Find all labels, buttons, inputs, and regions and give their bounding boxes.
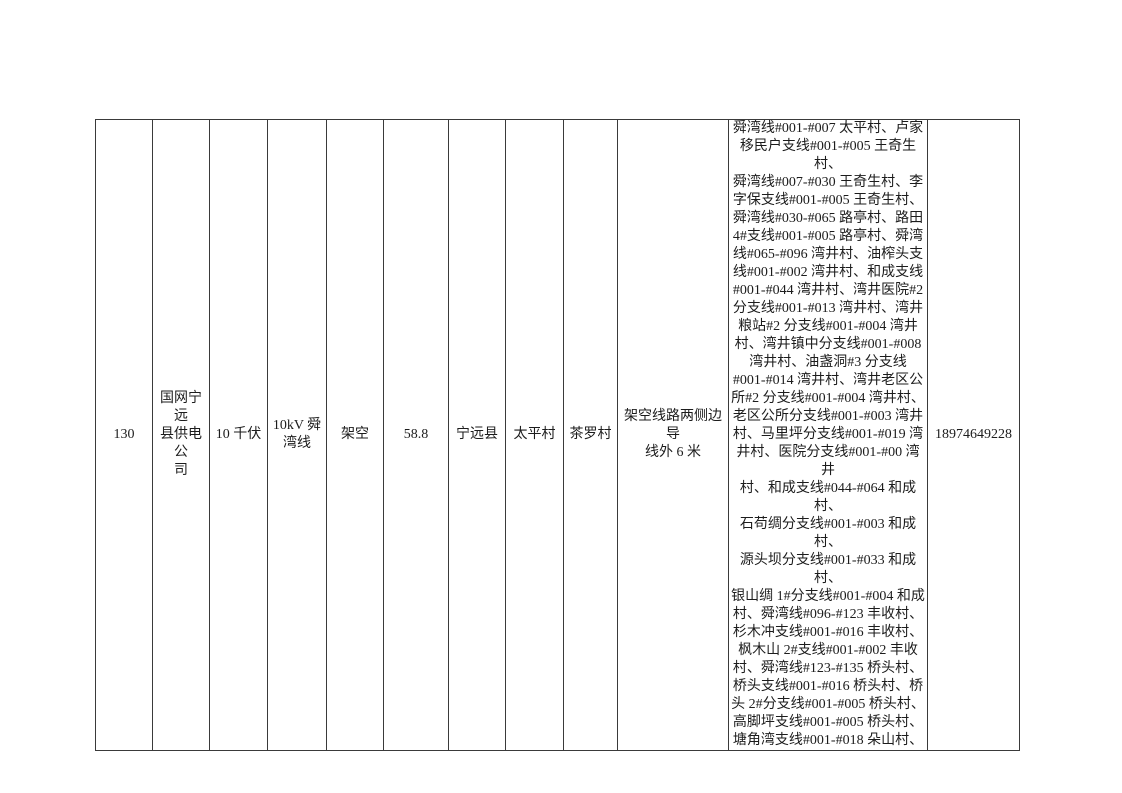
line-name-cell: 10kV 舜 湾线 [267,119,327,751]
voltage-level-cell: 10 千伏 [209,119,268,751]
contact-phone-cell: 18974649228 [927,119,1020,751]
start-point-cell: 太平村 [505,119,564,751]
protection-scope-cell: 架空线路两侧边导 线外 6 米 [617,119,729,751]
length-cell: 58.8 [383,119,449,751]
table-row: 130 国网宁远 县供电公 司 10 千伏 10kV 舜 湾线 架空 58.8 … [95,119,1020,751]
company-cell: 国网宁远 县供电公 司 [152,119,210,751]
erection-type-cell: 架空 [326,119,384,751]
segment-details-cell: 舜湾线#001-#007 太平村、卢家 移民户支线#001-#005 王奇生村、… [728,119,928,751]
table-row: 130 国网宁远 县供电公 司 10 千伏 10kV 舜 湾线 架空 58.8 … [95,119,1020,751]
end-point-cell: 茶罗村 [563,119,618,751]
county-cell: 宁远县 [448,119,506,751]
power-line-table: 130 国网宁远 县供电公 司 10 千伏 10kV 舜 湾线 架空 58.8 … [95,119,1020,751]
serial-number-cell: 130 [95,119,153,751]
